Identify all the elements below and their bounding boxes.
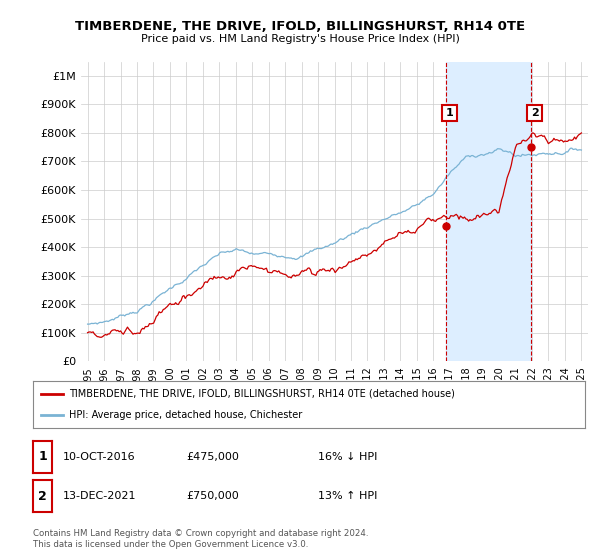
Text: £750,000: £750,000: [186, 491, 239, 501]
Text: 1: 1: [446, 108, 454, 118]
Text: TIMBERDENE, THE DRIVE, IFOLD, BILLINGSHURST, RH14 0TE: TIMBERDENE, THE DRIVE, IFOLD, BILLINGSHU…: [75, 20, 525, 32]
Text: £475,000: £475,000: [186, 452, 239, 462]
Text: 1: 1: [38, 450, 47, 464]
Text: HPI: Average price, detached house, Chichester: HPI: Average price, detached house, Chic…: [69, 410, 302, 420]
Bar: [446, 62, 532, 361]
Text: 16% ↓ HPI: 16% ↓ HPI: [318, 452, 377, 462]
Text: 2: 2: [531, 108, 539, 118]
Text: 13% ↑ HPI: 13% ↑ HPI: [318, 491, 377, 501]
Text: TIMBERDENE, THE DRIVE, IFOLD, BILLINGSHURST, RH14 0TE (detached house): TIMBERDENE, THE DRIVE, IFOLD, BILLINGSHU…: [69, 389, 455, 399]
Text: 2: 2: [38, 489, 47, 503]
Text: 10-OCT-2016: 10-OCT-2016: [63, 452, 136, 462]
Text: Price paid vs. HM Land Registry's House Price Index (HPI): Price paid vs. HM Land Registry's House …: [140, 34, 460, 44]
Text: 13-DEC-2021: 13-DEC-2021: [63, 491, 137, 501]
Text: Contains HM Land Registry data © Crown copyright and database right 2024.
This d: Contains HM Land Registry data © Crown c…: [33, 529, 368, 549]
